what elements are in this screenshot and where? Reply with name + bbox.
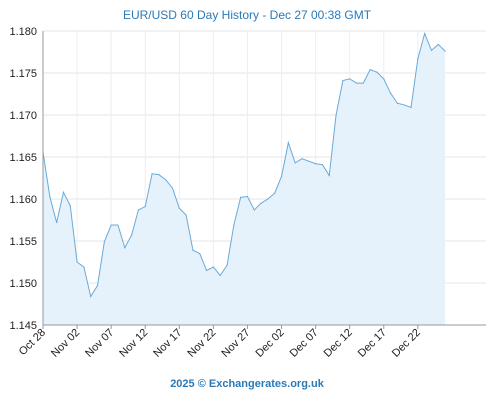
data-point (342, 79, 344, 82)
x-tick: Dec 17 (356, 327, 389, 360)
data-point (410, 106, 412, 109)
data-point (301, 158, 303, 160)
axes (42, 31, 486, 326)
y-tick-label: 1.160 (9, 194, 37, 206)
x-tick-label: Dec 07 (288, 327, 321, 360)
x-tick-label: Nov 17 (151, 327, 184, 360)
x-tick-label: Dec 17 (356, 327, 389, 360)
y-axis-ticks: 1.145 1.150 1.155 1.160 1.165 1.170 1.175 1.180 (9, 26, 37, 332)
x-tick-label: Nov 22 (185, 327, 218, 360)
x-axis-ticks: Oct 28 Nov 02 Nov 07 Nov 12 Nov 17 Nov 22 Nov … (17, 325, 423, 360)
data-point (219, 274, 221, 277)
data-point (376, 71, 378, 73)
data-point (137, 209, 140, 211)
data-point (117, 224, 119, 226)
x-tick: Dec 02 (254, 327, 287, 360)
data-point (178, 207, 180, 209)
data-point (110, 224, 112, 226)
chart-title: EUR/USD 60 Day History - Dec 27 00:38 GM… (123, 8, 372, 22)
data-point (96, 284, 99, 287)
data-point (83, 266, 85, 268)
data-point (62, 191, 65, 193)
data-point (321, 163, 324, 166)
x-tick-label: Nov 27 (219, 327, 252, 360)
data-point (240, 196, 242, 198)
data-point (69, 205, 71, 207)
series-line (42, 31, 446, 298)
data-point (226, 264, 228, 266)
y-tick-label: 1.170 (9, 110, 37, 122)
data-point (205, 269, 208, 271)
data-point (335, 114, 337, 116)
x-tick-label: Nov 02 (49, 327, 82, 360)
data-point (444, 50, 446, 52)
data-points (42, 32, 446, 298)
x-tick: Nov 27 (219, 327, 252, 360)
data-point (294, 162, 296, 164)
data-point (131, 234, 133, 236)
x-tick: Nov 07 (83, 327, 116, 360)
data-point (151, 173, 153, 175)
y-tick-label: 1.180 (9, 26, 37, 38)
x-tick: Nov 17 (151, 327, 184, 360)
data-point (349, 78, 351, 80)
data-point (437, 43, 439, 46)
footer-credit: 2025 © Exchangerates.org.uk (170, 378, 325, 390)
data-point (260, 202, 262, 204)
data-point (212, 266, 214, 268)
data-point (362, 82, 364, 84)
x-tick-label: Dec 02 (254, 327, 287, 360)
data-point (315, 163, 317, 165)
data-point (90, 295, 92, 298)
data-point (267, 198, 269, 200)
data-point (308, 160, 310, 162)
area-fill (43, 33, 446, 326)
x-tick-label: Dec 12 (322, 327, 355, 360)
x-tick: Dec 12 (322, 327, 355, 360)
y-tick-label: 1.155 (9, 236, 37, 248)
x-tick-label: Dec 22 (390, 327, 423, 360)
x-tick: Dec 22 (390, 327, 423, 360)
x-tick: Dec 07 (288, 327, 321, 360)
data-point (233, 224, 235, 226)
data-point (430, 49, 433, 51)
data-point (355, 82, 358, 84)
data-point (389, 92, 392, 94)
y-tick-label: 1.150 (9, 278, 37, 290)
data-point (103, 241, 105, 243)
y-tick-label: 1.165 (9, 152, 37, 164)
x-tick: Nov 02 (49, 327, 82, 360)
x-tick-label: Nov 07 (83, 327, 116, 360)
data-point (165, 179, 167, 181)
x-tick: Nov 22 (185, 327, 218, 360)
data-point (171, 187, 174, 189)
data-point (383, 78, 385, 80)
y-tick-label: 1.145 (9, 320, 37, 332)
x-tick: Nov 12 (117, 327, 150, 360)
data-point (144, 205, 146, 208)
data-point (280, 175, 283, 177)
data-point (158, 174, 160, 176)
y-tick-label: 1.175 (9, 68, 37, 80)
data-point (246, 195, 249, 198)
data-point (396, 102, 398, 104)
data-point (424, 32, 426, 35)
data-point (328, 174, 330, 177)
data-point (76, 261, 78, 263)
data-point (274, 192, 276, 194)
data-point (403, 104, 405, 106)
data-point (369, 69, 371, 71)
data-point (49, 195, 51, 198)
data-point (287, 142, 289, 144)
data-point (124, 247, 126, 249)
data-point (56, 221, 58, 224)
data-point (185, 214, 187, 216)
x-tick-label: Nov 12 (117, 327, 150, 360)
data-point (199, 253, 201, 255)
data-point (253, 209, 255, 211)
data-point (417, 58, 419, 60)
data-point (192, 249, 194, 251)
